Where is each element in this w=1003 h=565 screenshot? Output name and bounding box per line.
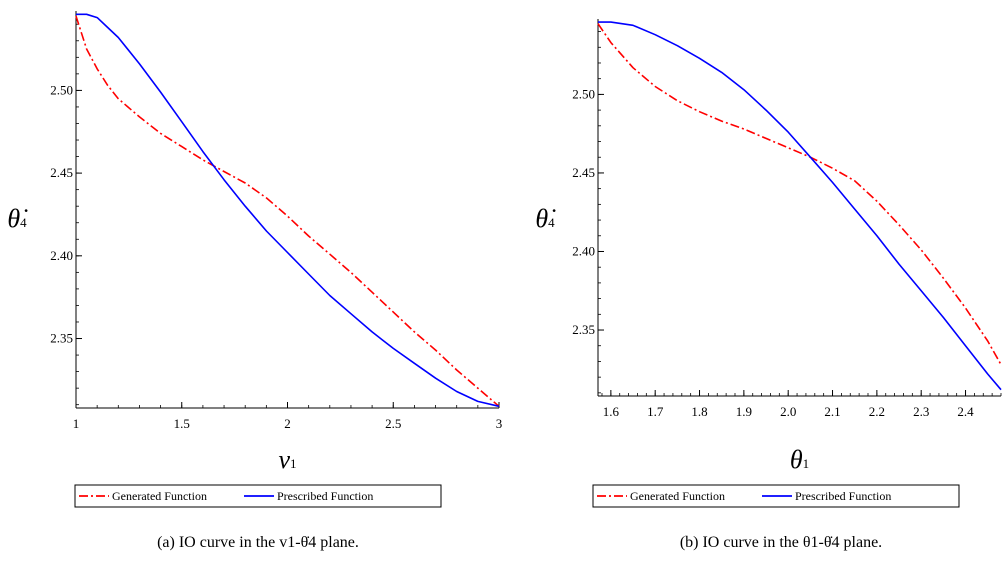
legend: Generated Function Prescribed Function [74, 484, 442, 508]
y-axis-label: θ̇4 [7, 204, 28, 233]
y-axis-label: θ̇4 [535, 204, 556, 233]
x-tick-label: 1.5 [174, 416, 190, 431]
generated-function-line [75, 15, 500, 407]
x-tick-label: 1 [73, 416, 80, 431]
x-tick-label: 1.9 [736, 404, 752, 419]
x-axis-label-sub: 1 [290, 456, 297, 471]
x-tick-label: 1.6 [603, 404, 620, 419]
legend-label: Prescribed Function [277, 489, 373, 503]
x-axis-label-main: θ [790, 445, 803, 474]
x-tick-label: 1.8 [691, 404, 707, 419]
generated-function-line [597, 23, 1002, 365]
y-tick-label: 2.35 [50, 331, 73, 346]
y-axis-label-sub: 4 [548, 215, 555, 230]
x-tick-label: 2.5 [385, 416, 401, 431]
x-tick-label: 2.1 [824, 404, 840, 419]
y-tick-label: 2.50 [572, 86, 595, 101]
x-tick-label: 2.3 [913, 404, 929, 419]
figure-caption: (b) IO curve in the θ1-θ̇4 plane. [680, 534, 882, 551]
x-tick-label: 2.0 [780, 404, 796, 419]
x-tick-label: 3 [496, 416, 503, 431]
prescribed-function-line [598, 21, 1002, 391]
x-axis-label-main: v [278, 445, 290, 474]
y-tick-label: 2.50 [50, 82, 73, 97]
x-axis-label: θ1 [790, 445, 809, 474]
legend: Generated Function Prescribed Function [592, 484, 960, 508]
figure-caption: (a) IO curve in the v1-θ̇4 plane. [157, 534, 359, 551]
x-tick-label: 2.4 [957, 404, 974, 419]
y-tick-label: 2.45 [572, 165, 595, 180]
x-tick-label: 1.7 [647, 404, 664, 419]
prescribed-function-line [76, 13, 500, 408]
legend-label: Generated Function [112, 489, 207, 503]
y-tick-label: 2.35 [572, 322, 595, 337]
chart-b: 2.35 2.40 2.45 2.50 1.6 1.7 1.8 1.9 2.0 2.1 2.2 2.3… [535, 19, 1002, 551]
y-axis-label-sub: 4 [20, 215, 27, 230]
y-tick-label: 2.40 [572, 243, 595, 258]
y-tick-label: 2.40 [50, 248, 73, 263]
x-tick-label: 2.2 [869, 404, 885, 419]
y-tick-label: 2.45 [50, 165, 73, 180]
legend-label: Generated Function [630, 489, 725, 503]
chart-a: 2.352.402.452.501 1.5 2 2.5 3θ̇4v1Generated … [7, 11, 502, 551]
x-tick-label: 2 [284, 416, 291, 431]
x-axis-label-sub: 1 [803, 456, 810, 471]
legend-label: Prescribed Function [795, 489, 891, 503]
x-axis-label: v1 [278, 445, 296, 474]
